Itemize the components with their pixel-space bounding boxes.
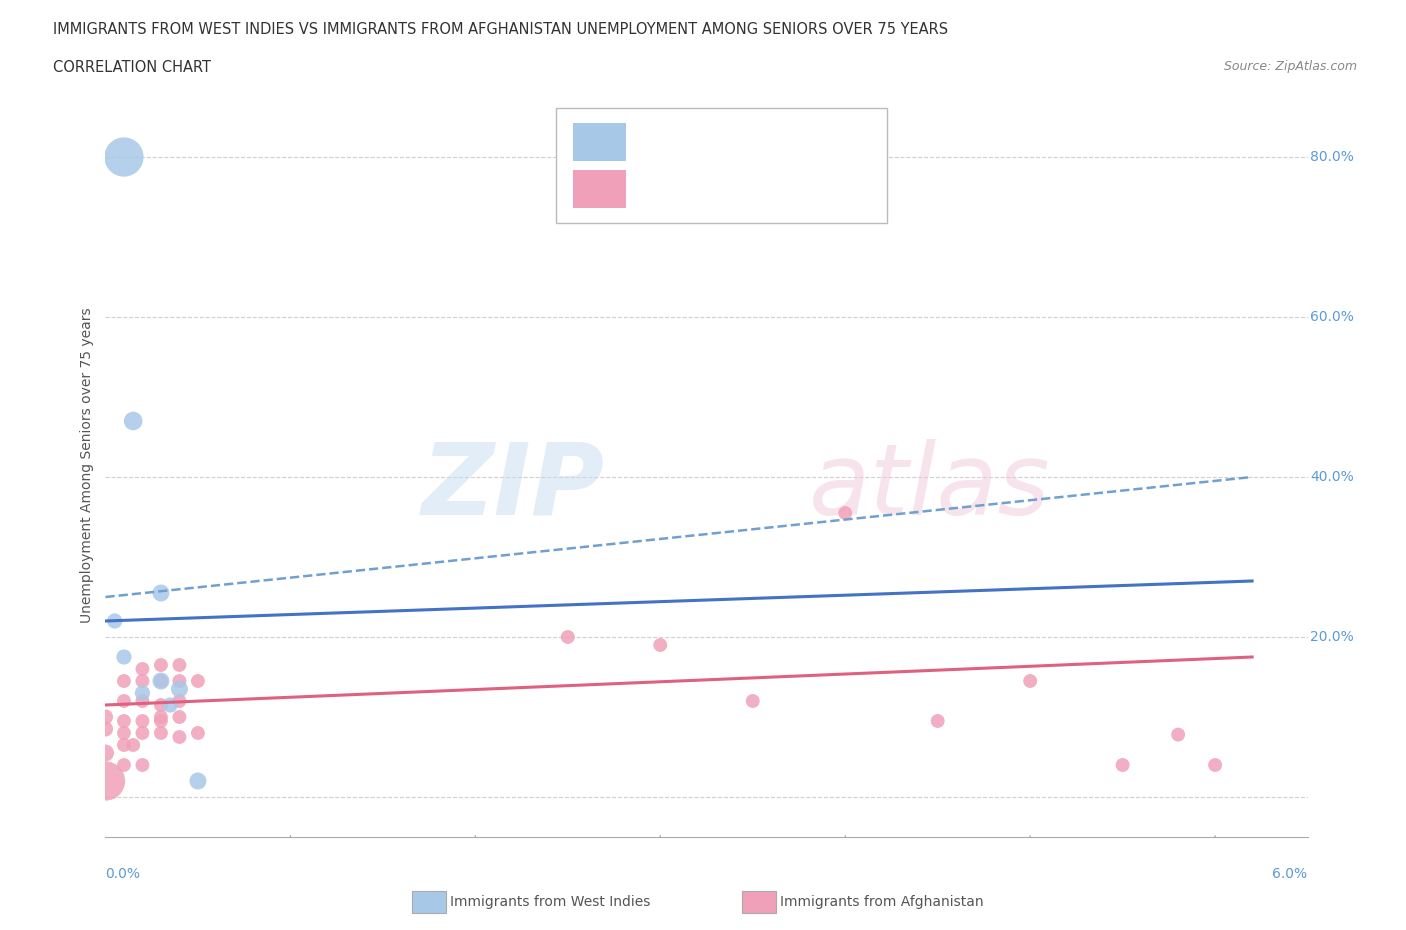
Text: 80.0%: 80.0% [1310,150,1354,164]
Point [112,673,135,688]
Point [169,694,191,709]
Point [159,698,181,712]
Point [834,506,856,521]
Point [149,673,172,688]
Point [169,710,191,724]
Point [112,649,135,664]
Point [169,682,191,697]
Point [169,658,191,672]
Point [94,722,117,737]
Point [149,710,172,724]
Point [149,673,172,688]
Point [94,774,117,789]
Point [122,737,145,752]
Point [122,414,145,429]
FancyBboxPatch shape [557,108,887,223]
Text: 6.0%: 6.0% [1272,867,1308,881]
Point [112,713,135,728]
Point [94,746,117,761]
Text: IMMIGRANTS FROM WEST INDIES VS IMMIGRANTS FROM AFGHANISTAN UNEMPLOYMENT AMONG SE: IMMIGRANTS FROM WEST INDIES VS IMMIGRANT… [53,22,949,37]
Text: Immigrants from West Indies: Immigrants from West Indies [450,895,651,910]
Point [131,725,153,740]
Point [94,710,117,724]
Text: 60.0%: 60.0% [1310,310,1354,324]
Point [131,661,153,676]
Y-axis label: Unemployment Among Seniors over 75 years: Unemployment Among Seniors over 75 years [80,307,94,623]
Text: CORRELATION CHART: CORRELATION CHART [53,60,211,74]
Point [149,725,172,740]
FancyBboxPatch shape [574,123,626,161]
Text: Immigrants from Afghanistan: Immigrants from Afghanistan [780,895,984,910]
Point [112,737,135,752]
Point [169,729,191,744]
Point [187,725,209,740]
Point [1167,727,1189,742]
Point [149,713,172,728]
Text: R =  0.176  N = 39: R = 0.176 N = 39 [637,181,789,197]
Point [1111,758,1133,773]
Point [169,673,191,688]
Point [1019,673,1042,688]
Text: ZIP: ZIP [422,439,605,536]
Point [131,694,153,709]
Point [149,698,172,712]
Point [1204,758,1226,773]
Text: R = 0.057  N = 10: R = 0.057 N = 10 [637,134,783,150]
Point [131,713,153,728]
Point [650,638,672,653]
Point [112,725,135,740]
Text: 20.0%: 20.0% [1310,630,1354,644]
Point [104,614,127,629]
Point [112,150,135,165]
Point [149,658,172,672]
Point [557,630,579,644]
Point [187,774,209,789]
Text: atlas: atlas [808,439,1050,536]
Point [187,673,209,688]
Point [112,694,135,709]
Point [927,713,949,728]
FancyBboxPatch shape [574,170,626,208]
Text: Source: ZipAtlas.com: Source: ZipAtlas.com [1223,60,1357,73]
Point [149,586,172,601]
Point [131,758,153,773]
Text: 40.0%: 40.0% [1310,470,1354,484]
Text: 0.0%: 0.0% [105,867,141,881]
Point [131,673,153,688]
Point [741,694,763,709]
Point [112,758,135,773]
Point [131,685,153,700]
